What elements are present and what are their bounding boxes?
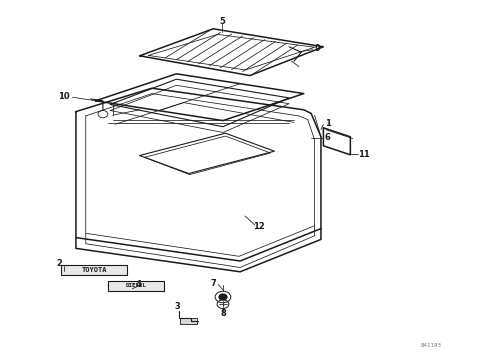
Circle shape [219, 294, 227, 300]
Text: DIESEL: DIESEL [125, 283, 147, 288]
Text: 2: 2 [57, 259, 63, 268]
FancyBboxPatch shape [180, 318, 197, 324]
Text: 4: 4 [135, 280, 141, 289]
Text: 9: 9 [315, 44, 320, 53]
Text: 841193: 841193 [421, 343, 441, 348]
Text: 8: 8 [220, 309, 226, 318]
Text: 10: 10 [58, 91, 70, 100]
Text: 5: 5 [219, 17, 225, 26]
Text: 6: 6 [324, 133, 330, 142]
Text: 11: 11 [358, 150, 369, 158]
Text: 1: 1 [325, 118, 331, 127]
FancyBboxPatch shape [108, 281, 164, 291]
Text: 7: 7 [210, 279, 216, 288]
FancyBboxPatch shape [61, 265, 127, 275]
Text: 12: 12 [253, 222, 265, 231]
Text: TOYOTA: TOYOTA [81, 267, 107, 273]
Text: 3: 3 [174, 302, 180, 311]
